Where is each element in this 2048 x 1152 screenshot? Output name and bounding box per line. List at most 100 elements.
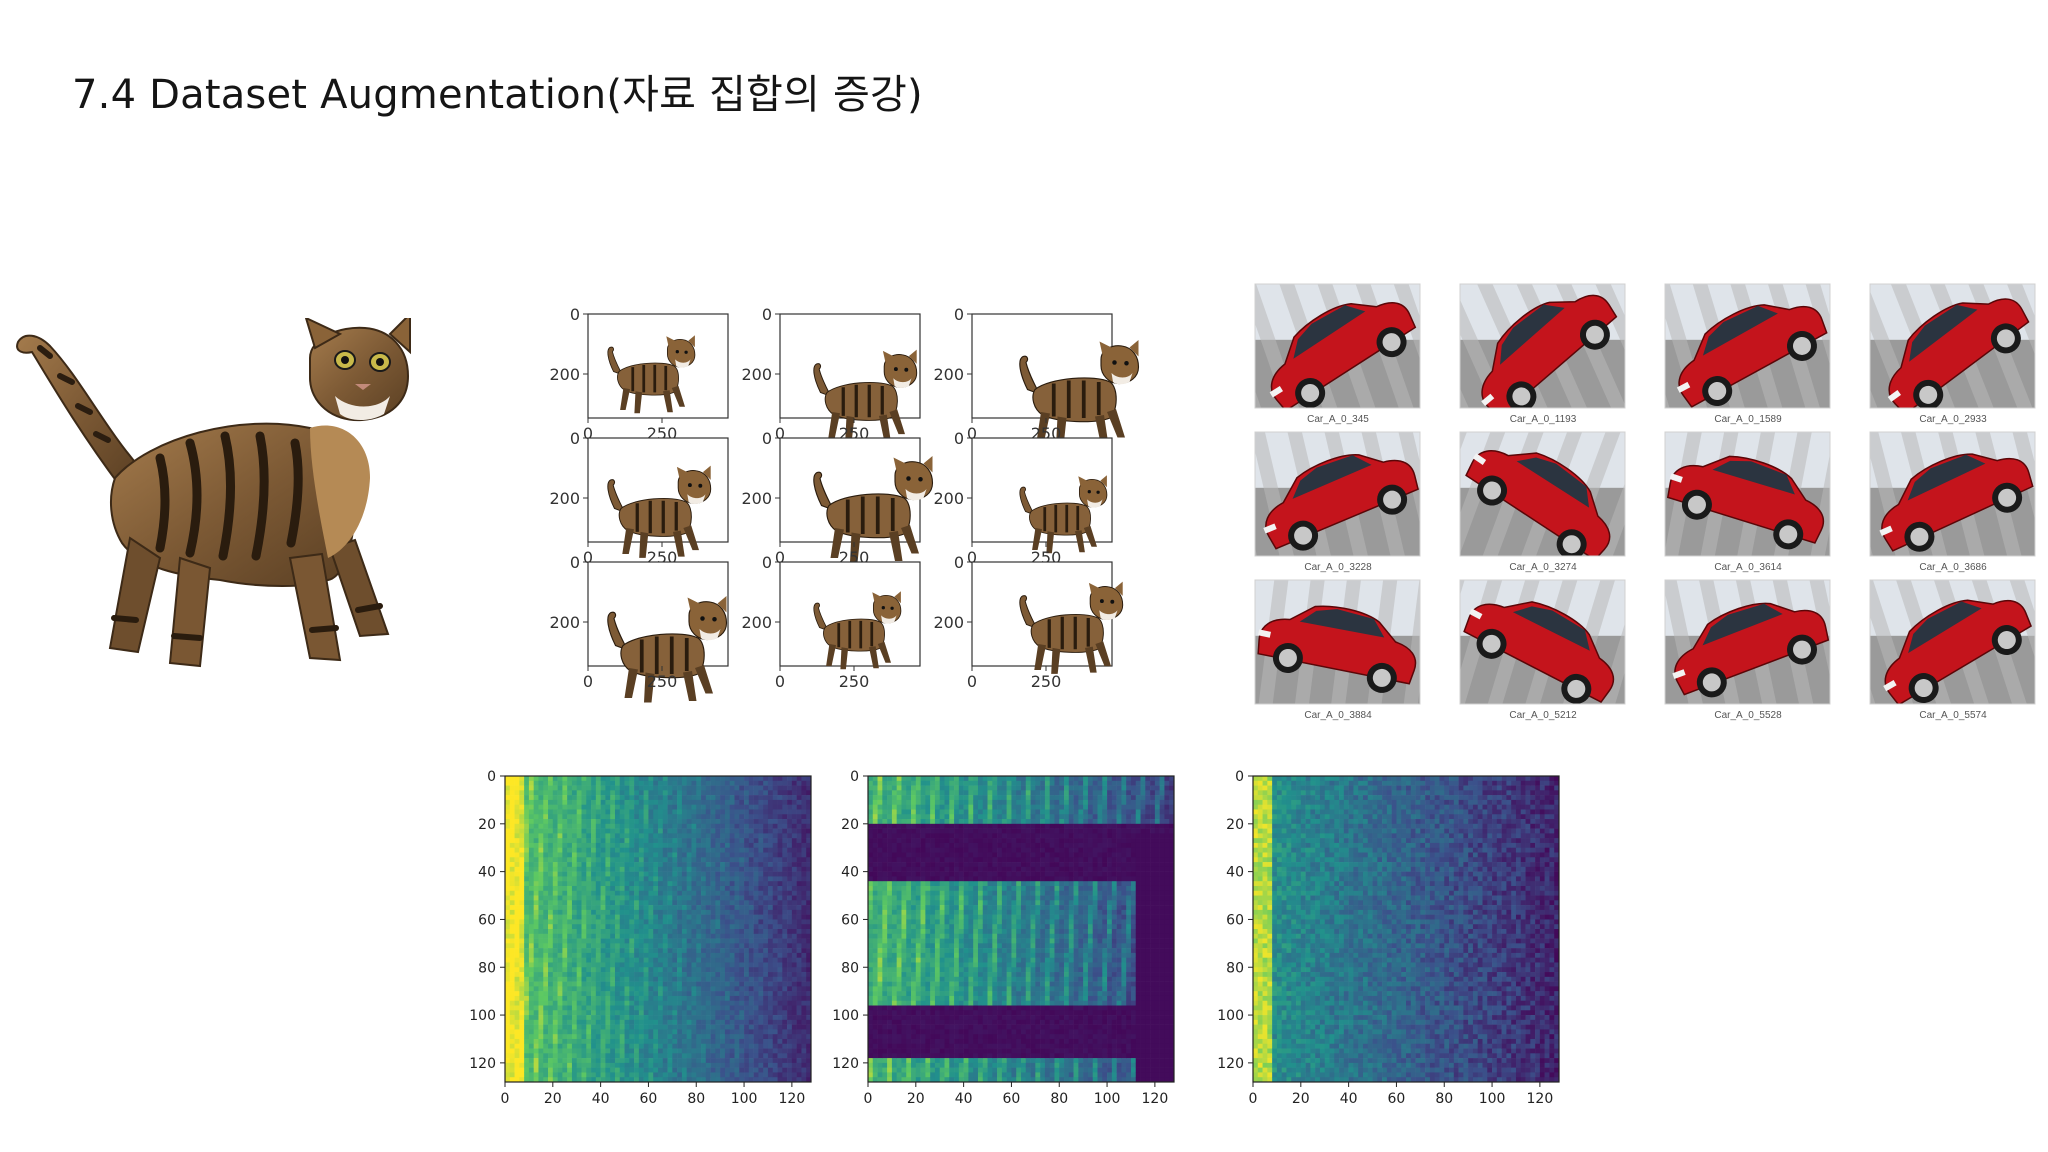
cat-grid-y-tick: 0 [762,553,772,572]
cat-grid-y-tick: 0 [954,553,964,572]
cat-photo [16,318,411,668]
cat-grid-y-tick: 200 [549,489,580,508]
spectrogram-x-tick: 60 [640,1091,658,1107]
spectrogram-y-tick: 80 [1226,960,1244,976]
car-caption: Car_A_0_3884 [1304,710,1372,721]
slide-title: 7.4 Dataset Augmentation(자료 집합의 증강) [72,72,923,118]
cat-thumbnail [607,465,712,558]
car-caption: Car_A_0_3274 [1509,562,1577,573]
spectrogram-y-tick: 0 [1235,769,1244,785]
car-caption: Car_A_0_1589 [1714,414,1782,425]
spectrogram-x-tick: 0 [864,1091,873,1107]
cat-grid-x-tick: 0 [775,424,785,443]
cat-grid-x-tick: 0 [583,672,593,691]
cat-grid-y-tick: 200 [741,613,772,632]
car-caption: Car_A_0_5212 [1509,710,1577,721]
spectrogram-x-tick: 120 [1527,1091,1554,1107]
spectrogram-x-tick: 0 [1249,1091,1258,1107]
cat-grid-panel: 0 200 0 250 [549,553,729,703]
cat-grid-x-tick: 0 [967,548,977,567]
spectrogram-y-tick: 20 [478,817,496,833]
cat-grid-y-tick: 0 [954,429,964,448]
cat-thumbnail [1019,581,1124,674]
spectrogram-y-tick: 40 [841,865,859,881]
spectrogram-canvas: 0 20 40 60 80 100 120 0 20 40 60 80 100 120 0 20 40 60 80 1… [469,769,1560,1107]
car-thumbnail [1869,283,2036,409]
cat-grid-y-tick: 200 [741,365,772,384]
car-thumbnail [1459,283,1626,409]
car-thumbnail [1459,431,1626,557]
cat-grid-panel: 0 200 0 250 [933,553,1124,691]
car-thumbnail [1664,579,1831,705]
cat-grid-y-tick: 0 [954,305,964,324]
cat-grid-y-tick: 0 [762,429,772,448]
spectrogram-x-tick: 80 [1435,1091,1453,1107]
spectrogram-y-tick: 100 [1217,1008,1244,1024]
spectrogram-x-tick: 0 [501,1091,510,1107]
spectrogram-x-tick: 100 [1479,1091,1506,1107]
cat-thumbnail [813,349,918,442]
spectrogram-y-tick: 40 [1226,865,1244,881]
spectrogram-x-tick: 40 [1340,1091,1358,1107]
spectrogram-x-tick: 40 [592,1091,610,1107]
spectrogram-x-tick: 20 [907,1091,925,1107]
spectrogram-y-tick: 20 [1226,817,1244,833]
cat-augmentation-grid: 0 200 0 250 0 200 0 250 0 200 0 250 0 200 0 250 0 200 0 250… [540,300,1140,710]
spectrogram-x-tick: 60 [1003,1091,1021,1107]
spectrogram-y-tick: 60 [478,912,496,928]
car-grid-canvas [1254,283,2036,705]
cat-grid-x-tick: 250 [1031,672,1062,691]
spectrogram-y-tick: 120 [1217,1056,1244,1072]
cat-grid-x-tick: 0 [967,672,977,691]
cat-grid-x-tick: 0 [583,548,593,567]
spectrogram-x-tick: 100 [1094,1091,1121,1107]
cat-grid-y-tick: 200 [933,365,964,384]
spectrogram-y-tick: 60 [1226,912,1244,928]
spectrogram-x-tick: 20 [1292,1091,1310,1107]
cat-grid-y-tick: 0 [762,305,772,324]
spectrogram-y-tick: 60 [841,912,859,928]
car-thumbnail [1254,579,1421,705]
car-caption: Car_A_0_3686 [1919,562,1987,573]
spectrogram-panel: 0 20 40 60 80 100 120 0 20 40 60 80 100 120 [832,769,1175,1107]
cat-grid-y-tick: 0 [570,553,580,572]
cat-grid-x-tick: 0 [775,672,785,691]
spectrogram-x-tick: 120 [1142,1091,1169,1107]
spectrogram-y-tick: 20 [841,817,859,833]
cat-grid-y-tick: 200 [549,613,580,632]
spectrogram-x-tick: 80 [1050,1091,1068,1107]
cat-thumbnail [607,335,696,414]
spectrogram-x-tick: 120 [779,1091,806,1107]
spectrogram-y-tick: 120 [832,1056,859,1072]
spectrogram-x-tick: 100 [731,1091,758,1107]
cat-grid-y-tick: 200 [933,613,964,632]
car-caption: Car_A_0_5528 [1714,710,1782,721]
spectrogram-row: 0 20 40 60 80 100 120 0 20 40 60 80 100 120 0 20 40 60 80 1… [460,760,1580,1110]
spectrogram-x-tick: 20 [544,1091,562,1107]
car-caption: Car_A_0_345 [1307,414,1369,425]
car-thumbnail [1254,283,1421,409]
car-thumbnail [1869,431,2036,557]
cat-grid-y-tick: 200 [549,365,580,384]
cat-grid-y-tick: 0 [570,429,580,448]
spectrogram-x-tick: 60 [1388,1091,1406,1107]
car-caption: Car_A_0_5574 [1919,710,1987,721]
car-caption: Car_A_0_3228 [1304,562,1372,573]
cat-grid-y-tick: 200 [741,489,772,508]
cat-grid-x-tick: 250 [647,672,678,691]
spectrogram-y-tick: 80 [478,960,496,976]
cat-grid-y-tick: 200 [933,489,964,508]
cat-grid-x-tick: 250 [839,672,870,691]
cat-grid-x-tick: 0 [775,548,785,567]
cat-thumbnail [607,596,728,703]
car-thumbnail [1459,579,1626,705]
cat-grid-x-tick: 0 [583,424,593,443]
spectrogram-y-tick: 120 [469,1056,496,1072]
car-caption: Car_A_0_1193 [1509,414,1577,425]
spectrogram-panel: 0 20 40 60 80 100 120 0 20 40 60 80 100 120 [1217,769,1560,1107]
spectrogram-y-tick: 100 [469,1008,496,1024]
